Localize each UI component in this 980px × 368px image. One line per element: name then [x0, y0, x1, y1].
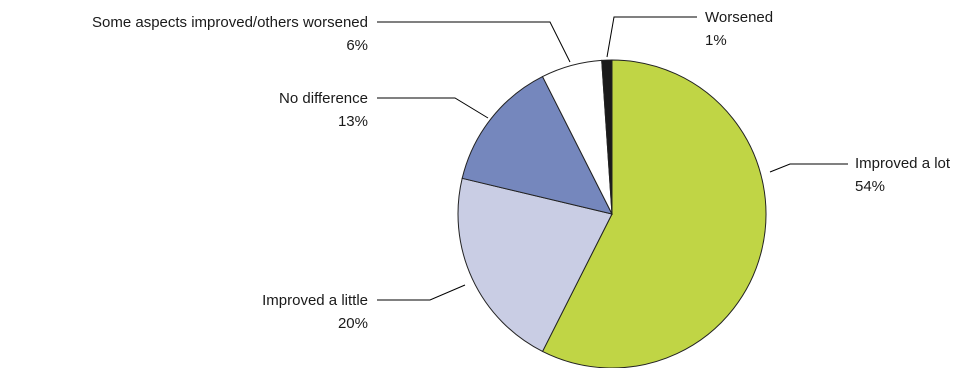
leader-line: [606, 16, 697, 58]
slice-percent-label: 6%: [346, 37, 368, 54]
leader-line: [377, 21, 571, 63]
pie-slice-no-difference: [461, 75, 613, 215]
slice-label: No difference: [279, 90, 368, 107]
leader-line: [377, 97, 489, 119]
pie-callouts: Improved a lot 54% Improved a little 20% No …: [92, 9, 951, 332]
pie-slice-worsened: [601, 59, 613, 215]
slice-label: Worsened: [705, 9, 773, 26]
slice-percent-label: 1%: [705, 32, 727, 49]
slice-label: Some aspects improved/others worsened: [92, 14, 368, 31]
pie-slice-improved-a-little: [457, 177, 613, 353]
slice-percent-label: 13%: [338, 113, 368, 130]
slice-percent-label: 20%: [338, 315, 368, 332]
slice-percent-label: 54%: [855, 178, 885, 195]
leader-line: [769, 163, 848, 173]
leader-line: [377, 284, 466, 301]
pie-slices: [457, 59, 767, 368]
slice-label: Improved a lot: [855, 155, 951, 172]
slice-label: Improved a little: [262, 292, 368, 309]
